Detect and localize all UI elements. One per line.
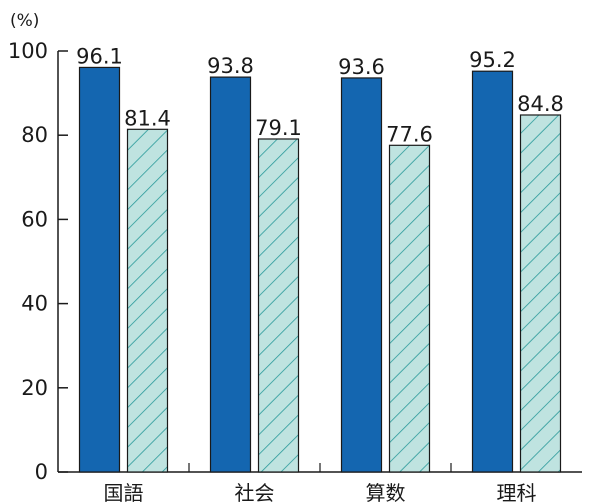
bar-dark bbox=[78, 66, 121, 473]
x-axis: 国語 社会 算数 理科 bbox=[58, 463, 582, 503]
value-label: 77.6 bbox=[386, 122, 433, 146]
x-category-label: 国語 bbox=[104, 481, 144, 503]
bar-hatched bbox=[388, 144, 431, 473]
y-tick-label: 20 bbox=[21, 376, 48, 400]
bar-hatched bbox=[257, 138, 300, 473]
y-unit-label: (%) bbox=[10, 11, 39, 31]
y-tick-label: 0 bbox=[35, 460, 48, 484]
value-label: 84.8 bbox=[517, 92, 564, 116]
bars bbox=[78, 66, 562, 473]
bar-hatched bbox=[126, 128, 169, 473]
value-label: 79.1 bbox=[255, 116, 302, 140]
value-label: 93.8 bbox=[207, 54, 254, 78]
y-tick-label: 100 bbox=[8, 39, 48, 63]
y-tick-label: 40 bbox=[21, 292, 48, 316]
value-label: 81.4 bbox=[124, 106, 171, 130]
y-tick-label: 60 bbox=[21, 207, 48, 231]
y-tick-label: 80 bbox=[21, 123, 48, 147]
y-axis: 0 20 40 60 80 100 bbox=[8, 39, 68, 484]
value-label: 93.6 bbox=[338, 55, 385, 79]
x-category-label: 理科 bbox=[497, 481, 537, 503]
value-label: 95.2 bbox=[469, 48, 516, 72]
value-labels: 96.1 81.4 93.8 79.1 93.6 77.6 95.284.8 bbox=[76, 44, 564, 146]
bar-dark bbox=[209, 76, 252, 473]
bar-dark bbox=[471, 70, 514, 473]
bar-hatched bbox=[519, 114, 562, 473]
x-category-label: 社会 bbox=[235, 481, 275, 503]
value-label: 96.1 bbox=[76, 44, 123, 68]
x-category-label: 算数 bbox=[366, 481, 406, 503]
bar-dark bbox=[340, 77, 383, 473]
